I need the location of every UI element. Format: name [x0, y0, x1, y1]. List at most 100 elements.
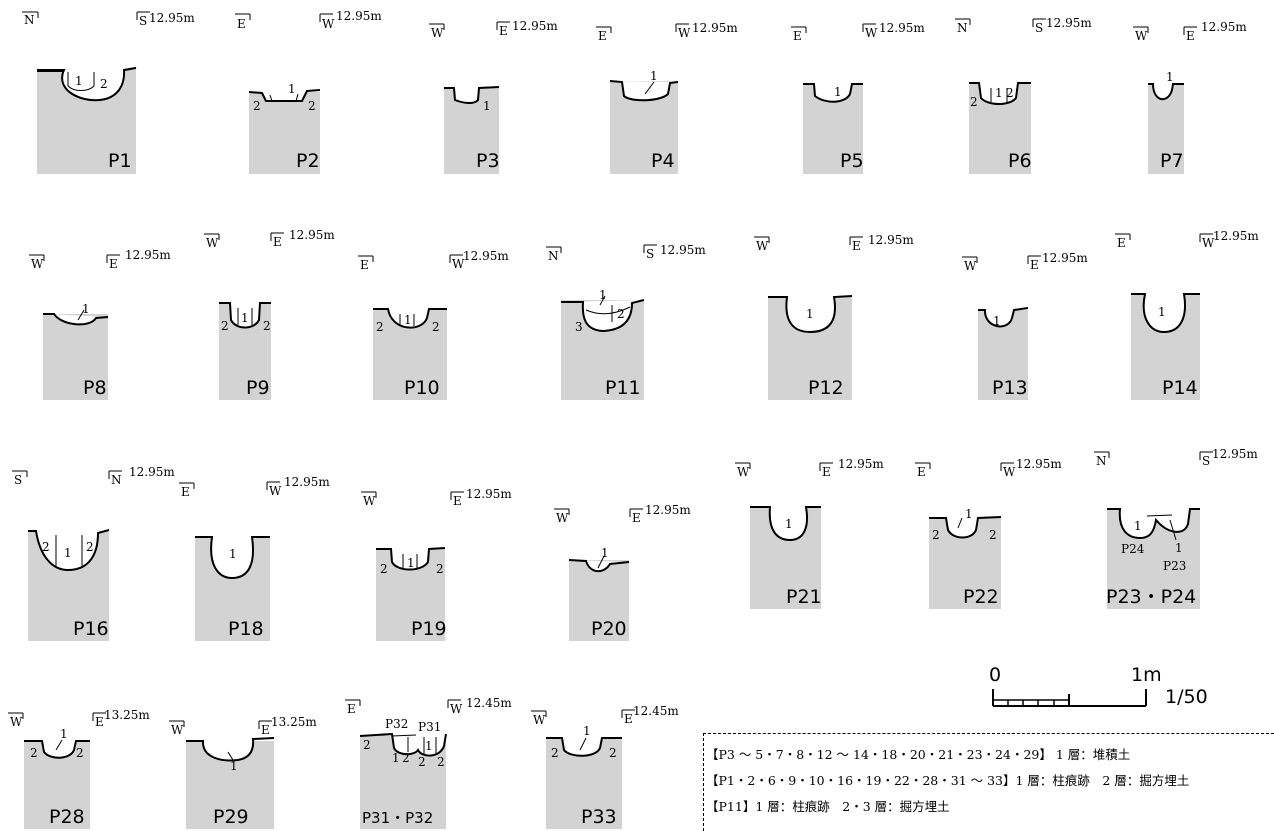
- legend-line-2: 【P1・2・6・9・10・16・19・22・28・31 ～ 33】1 層：柱痕跡…: [706, 773, 1190, 788]
- layer-2b: 2: [1006, 86, 1014, 100]
- legend-line-3: 【P11】1 層：柱痕跡 2・3 層：掘方埋土: [706, 799, 950, 814]
- dir-right: E: [95, 715, 104, 729]
- pit-label: P6: [1008, 150, 1032, 172]
- pit-label: P5: [840, 150, 864, 172]
- sublabel-p32: P32: [385, 717, 408, 731]
- elevation: 12.95m: [1213, 229, 1259, 243]
- layer-1: 1: [230, 759, 238, 773]
- dir-right: E: [1186, 29, 1195, 43]
- pit-P29: W E 13.25m 1 P29: [169, 715, 317, 829]
- dir-right: E: [453, 494, 462, 508]
- dir-left: E: [347, 702, 356, 716]
- layer-2b: 2: [436, 562, 444, 576]
- dir-right: W: [678, 26, 691, 40]
- layer-2: 2: [100, 77, 108, 91]
- layer-1b: 1: [425, 739, 433, 753]
- layer-1: 1: [483, 99, 491, 113]
- dir-right: N: [111, 473, 122, 487]
- dir-right: W: [865, 26, 878, 40]
- layer-2a: 2: [30, 746, 38, 760]
- dir-left: W: [756, 239, 769, 253]
- pit-P22: E W 12.95m 1 2 2 P22: [915, 457, 1062, 609]
- pit-label: P28: [49, 806, 85, 828]
- elevation: 12.95m: [289, 228, 335, 242]
- layer-2b: 2: [402, 751, 410, 765]
- layer-1: 1: [82, 302, 90, 316]
- elevation: 12.95m: [336, 9, 382, 23]
- pit-label: P4: [651, 150, 675, 172]
- dir-left: E: [917, 465, 926, 479]
- scale-zero: 0: [989, 664, 1001, 686]
- dir-right: E: [624, 712, 633, 726]
- elevation: 12.95m: [838, 457, 884, 471]
- layer-1: 1: [599, 288, 607, 302]
- dir-right: E: [632, 511, 641, 525]
- pit-P28: W E 13.25m 1 2 2 P28: [8, 708, 150, 829]
- dir-left: N: [24, 13, 35, 27]
- layer-2a: 2: [253, 99, 261, 113]
- pit-P9: W E 12.95m 1 2 2 P9: [204, 228, 335, 400]
- pit-P7: W E 12.95m 1 P7: [1133, 20, 1247, 174]
- dir-right: E: [109, 257, 118, 271]
- legend-box: 【P3 ～ 5・7・8・12 ～ 14・18・20・21・23・24・29】 1…: [703, 733, 1274, 831]
- layer-3: 3: [575, 320, 583, 334]
- dir-right: E: [499, 24, 508, 38]
- layer-1: 1: [785, 517, 793, 531]
- layer-2a: 2: [380, 562, 388, 576]
- layer-1: 1: [1166, 70, 1174, 84]
- dir-right: S: [139, 14, 147, 28]
- dir-left: W: [1135, 29, 1148, 43]
- layer-2a: 2: [376, 320, 384, 334]
- pit-label: P7: [1160, 150, 1184, 172]
- layer-2b: 2: [989, 528, 997, 542]
- elevation: 12.95m: [868, 233, 914, 247]
- pit-P8: W E 12.95m 1 P8: [29, 248, 171, 400]
- pit-P14: E W 12.95m 1 P14: [1115, 229, 1259, 400]
- pit-P33: W E 12.45m 1 2 2 P33: [531, 704, 679, 829]
- dir-left: E: [598, 29, 607, 43]
- elevation: 12.95m: [129, 465, 175, 479]
- layer-2a: 2: [221, 319, 229, 333]
- layer-2b: 2: [609, 746, 617, 760]
- dir-left: E: [360, 258, 369, 272]
- layer-2a: 2: [42, 540, 50, 554]
- scale-bar: 0 1m 1/50: [989, 664, 1208, 708]
- pit-label: P14: [1162, 377, 1198, 399]
- elevation: 13.25m: [271, 715, 317, 729]
- elevation: 12.95m: [1016, 457, 1062, 471]
- dir-right: E: [822, 465, 831, 479]
- layer-1: 1: [241, 311, 249, 325]
- elevation: 13.25m: [104, 708, 150, 722]
- pit-P12: W E 12.95m 1 P12: [754, 233, 914, 400]
- elevation: 12.95m: [125, 248, 171, 262]
- sublabel-p23: P23: [1163, 559, 1186, 573]
- pit-label: P29: [213, 806, 249, 828]
- elevation: 12.95m: [149, 11, 195, 25]
- layer-2b: 2: [432, 320, 440, 334]
- dir-left: N: [1096, 454, 1107, 468]
- pit-label: P13: [992, 377, 1028, 399]
- dir-right: W: [322, 17, 335, 31]
- elevation: 12.95m: [1046, 16, 1092, 30]
- elevation: 12.95m: [284, 475, 330, 489]
- dir-left: W: [31, 257, 44, 271]
- pit-P1: N S 12.95m 1 2 P1: [22, 11, 195, 174]
- layer-2d: 2: [437, 755, 445, 769]
- dir-left: W: [171, 723, 184, 737]
- layer-1: 1: [650, 69, 658, 83]
- pit-P11: N S 12.95m 1 2 3 P11: [546, 243, 706, 400]
- layer-2c: 2: [418, 755, 426, 769]
- pit-label: P11: [605, 377, 641, 399]
- pit-label: P19: [411, 618, 447, 640]
- pit-P18: E W 12.95m 1 P18: [179, 475, 330, 641]
- dir-right: W: [452, 257, 465, 271]
- dir-right: S: [646, 247, 654, 261]
- pit-P16: S N 12.95m 1 2 2 P16: [12, 465, 175, 641]
- dir-right: W: [269, 484, 282, 498]
- pit-P20: W E 12.95m 1 P20: [554, 503, 691, 641]
- sublabel-p31: P31: [418, 720, 441, 734]
- dir-left: W: [431, 26, 444, 40]
- layer-1: 1: [583, 724, 591, 738]
- dir-left: E: [237, 17, 246, 31]
- pit-label: P16: [73, 618, 109, 640]
